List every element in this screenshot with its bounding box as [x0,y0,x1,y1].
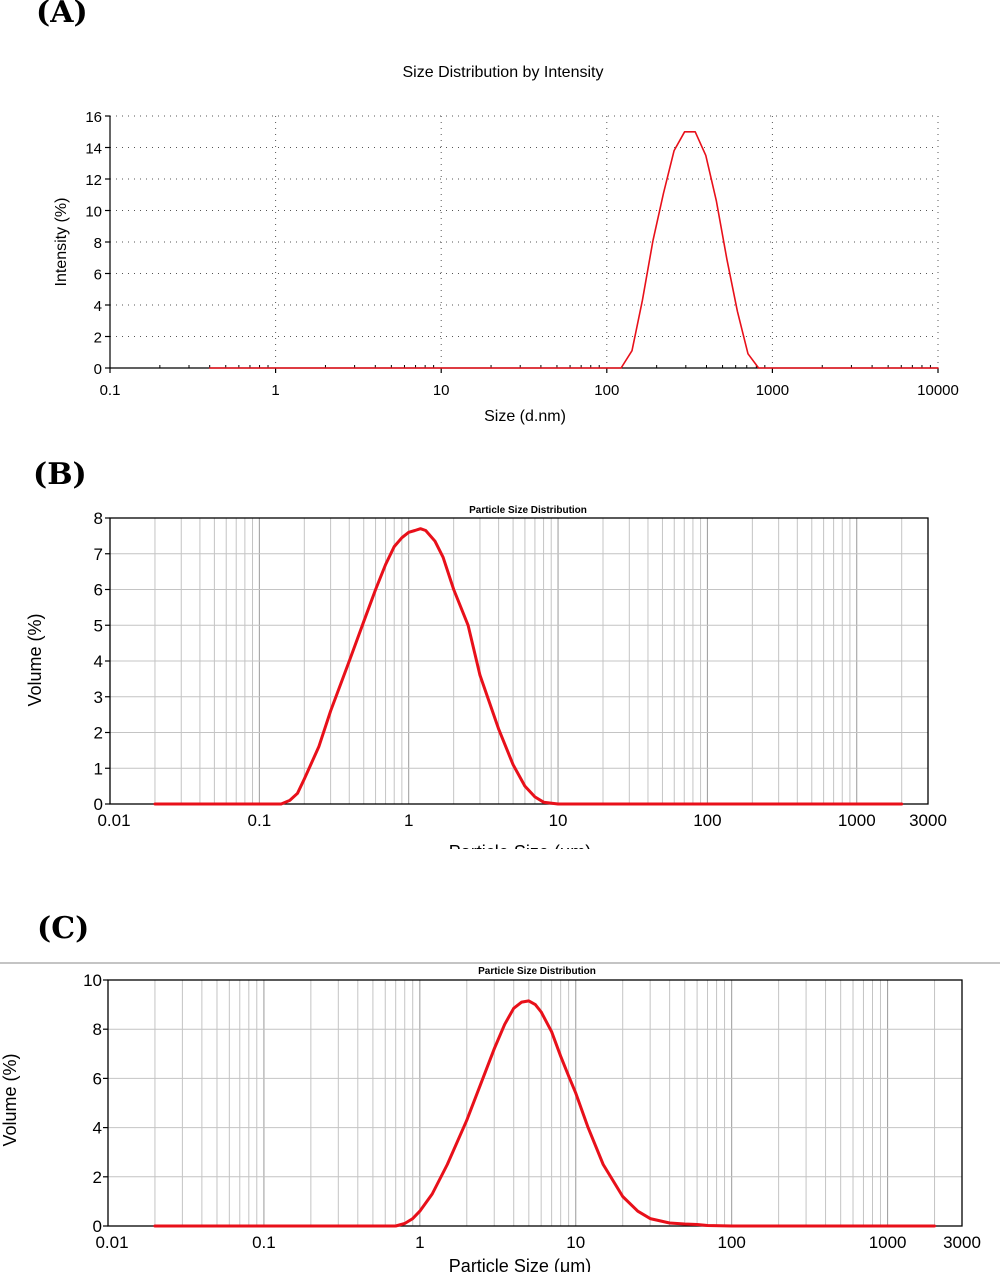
chart-a-y-tick-label: 14 [85,141,102,158]
chart-c-y-tick-labels: 0 2 4 6 8 10 [83,971,102,1236]
chart-b-y-tick-label: 0 [94,795,103,814]
chart-a-x-tick-label: 10000 [917,382,959,399]
chart-b-x-tick-label: 100 [693,811,721,830]
chart-b-x-tick-labels: 0.01 0.1 1 10 100 1000 3000 [97,811,946,830]
chart-a-x-tick-label: 1000 [756,382,789,399]
chart-c-x-axis-label: Particle Size (μm) [449,1256,591,1272]
chart-c-y-tick-label: 2 [93,1168,102,1187]
chart-b-y-tick-label: 6 [94,581,103,600]
chart-b: Particle Size Distribution 0 1 2 3 4 5 6 7 8 0.0… [25,498,947,879]
panel-label-a: (A) [36,0,88,30]
chart-b-y-tick-labels: 0 1 2 3 4 5 6 7 8 [94,509,103,814]
chart-c-y-tick-label: 0 [93,1217,102,1236]
chart-a-y-tick-label: 10 [85,204,102,221]
chart-b-x-tick-label: 1 [404,811,413,830]
chart-a-y-tick-label: 2 [94,330,102,347]
chart-b-y-tick-label: 3 [94,688,103,707]
chart-c-frame [107,979,963,1227]
chart-a-x-axis-label: Size (d.nm) [484,408,566,425]
chart-a-y-tick-label: 4 [94,298,102,315]
chart-b-grid [110,518,928,804]
chart-c-x-tick-label: 0.1 [252,1233,276,1252]
chart-b-title: Particle Size Distribution [469,505,587,516]
chart-a-x-tick-label: 100 [594,382,619,399]
chart-c-title-backdrop [440,965,640,977]
chart-b-x-tick-label: 10 [549,811,568,830]
chart-a-y-tick-label: 0 [94,361,102,378]
chart-a-x-tick-label: 0.1 [100,382,121,399]
chart-c-axes [103,979,963,1227]
chart-c-x-tick-label: 1000 [869,1233,907,1252]
chart-b-crop-mask [380,849,680,879]
chart-b-y-axis-label: Volume (%) [25,613,45,706]
chart-b-x-tick-label: 1000 [838,811,876,830]
chart-a-series [208,131,939,369]
chart-c-title: Particle Size Distribution [478,966,596,977]
chart-a-y-axis-label: Intensity (%) [53,198,70,287]
chart-c-series-line [153,999,936,1228]
chart-c-x-tick-label: 1 [415,1233,424,1252]
chart-a-series-line [208,131,939,369]
chart-a-title: Size Distribution by Intensity [403,64,604,81]
chart-c-y-axis-label: Volume (%) [0,1053,20,1146]
chart-a-y-tick-labels: 0 2 4 6 8 10 12 14 16 [85,109,102,378]
chart-c-y-tick-label: 6 [93,1069,102,1088]
chart-b-y-tick-label: 4 [94,652,103,671]
panel-label-b: (B) [33,457,87,492]
chart-a-y-tick-label: 6 [94,267,102,284]
chart-b-y-tick-label: 8 [94,509,103,528]
chart-a-x-tick-label: 1 [271,382,279,399]
chart-a-y-tick-label: 8 [94,235,102,252]
chart-b-y-tick-label: 1 [94,759,103,778]
chart-b-title-backdrop [390,498,630,513]
chart-c-x-tick-label: 3000 [943,1233,981,1252]
panel-label-c: (C) [37,911,89,946]
chart-b-series-line [153,527,904,806]
chart-a: Size Distribution by Intensity 0 2 4 6 8 10 12… [53,64,959,425]
chart-c-x-tick-labels: 0.01 0.1 1 10 100 1000 3000 [95,1233,980,1252]
chart-a-grid [110,115,939,368]
chart-b-y-tick-label: 5 [94,616,103,635]
chart-c-x-tick-label: 10 [566,1233,585,1252]
chart-b-y-tick-label: 7 [94,545,103,564]
chart-c-x-tick-label: 0.01 [95,1233,128,1252]
chart-c-y-tick-label: 8 [93,1020,102,1039]
chart-b-y-tick-label: 2 [94,724,103,743]
chart-c-series [153,999,936,1228]
chart-a-y-tick-label: 16 [85,109,102,126]
chart-a-x-tick-labels: 0.1 1 10 100 1000 10000 [100,382,959,399]
chart-b-x-tick-label: 0.1 [248,811,272,830]
chart-c-y-tick-label: 4 [93,1119,102,1138]
chart-c-y-tick-label: 10 [83,971,102,990]
chart-a-x-tick-label: 10 [433,382,450,399]
chart-c-grid [108,980,962,1226]
chart-b-axes [105,517,929,805]
chart-a-y-tick-label: 12 [85,172,102,189]
chart-b-x-tick-label: 0.01 [97,811,130,830]
chart-b-x-tick-label: 3000 [909,811,947,830]
chart-b-series [153,527,904,806]
chart-c-x-tick-label: 100 [717,1233,745,1252]
